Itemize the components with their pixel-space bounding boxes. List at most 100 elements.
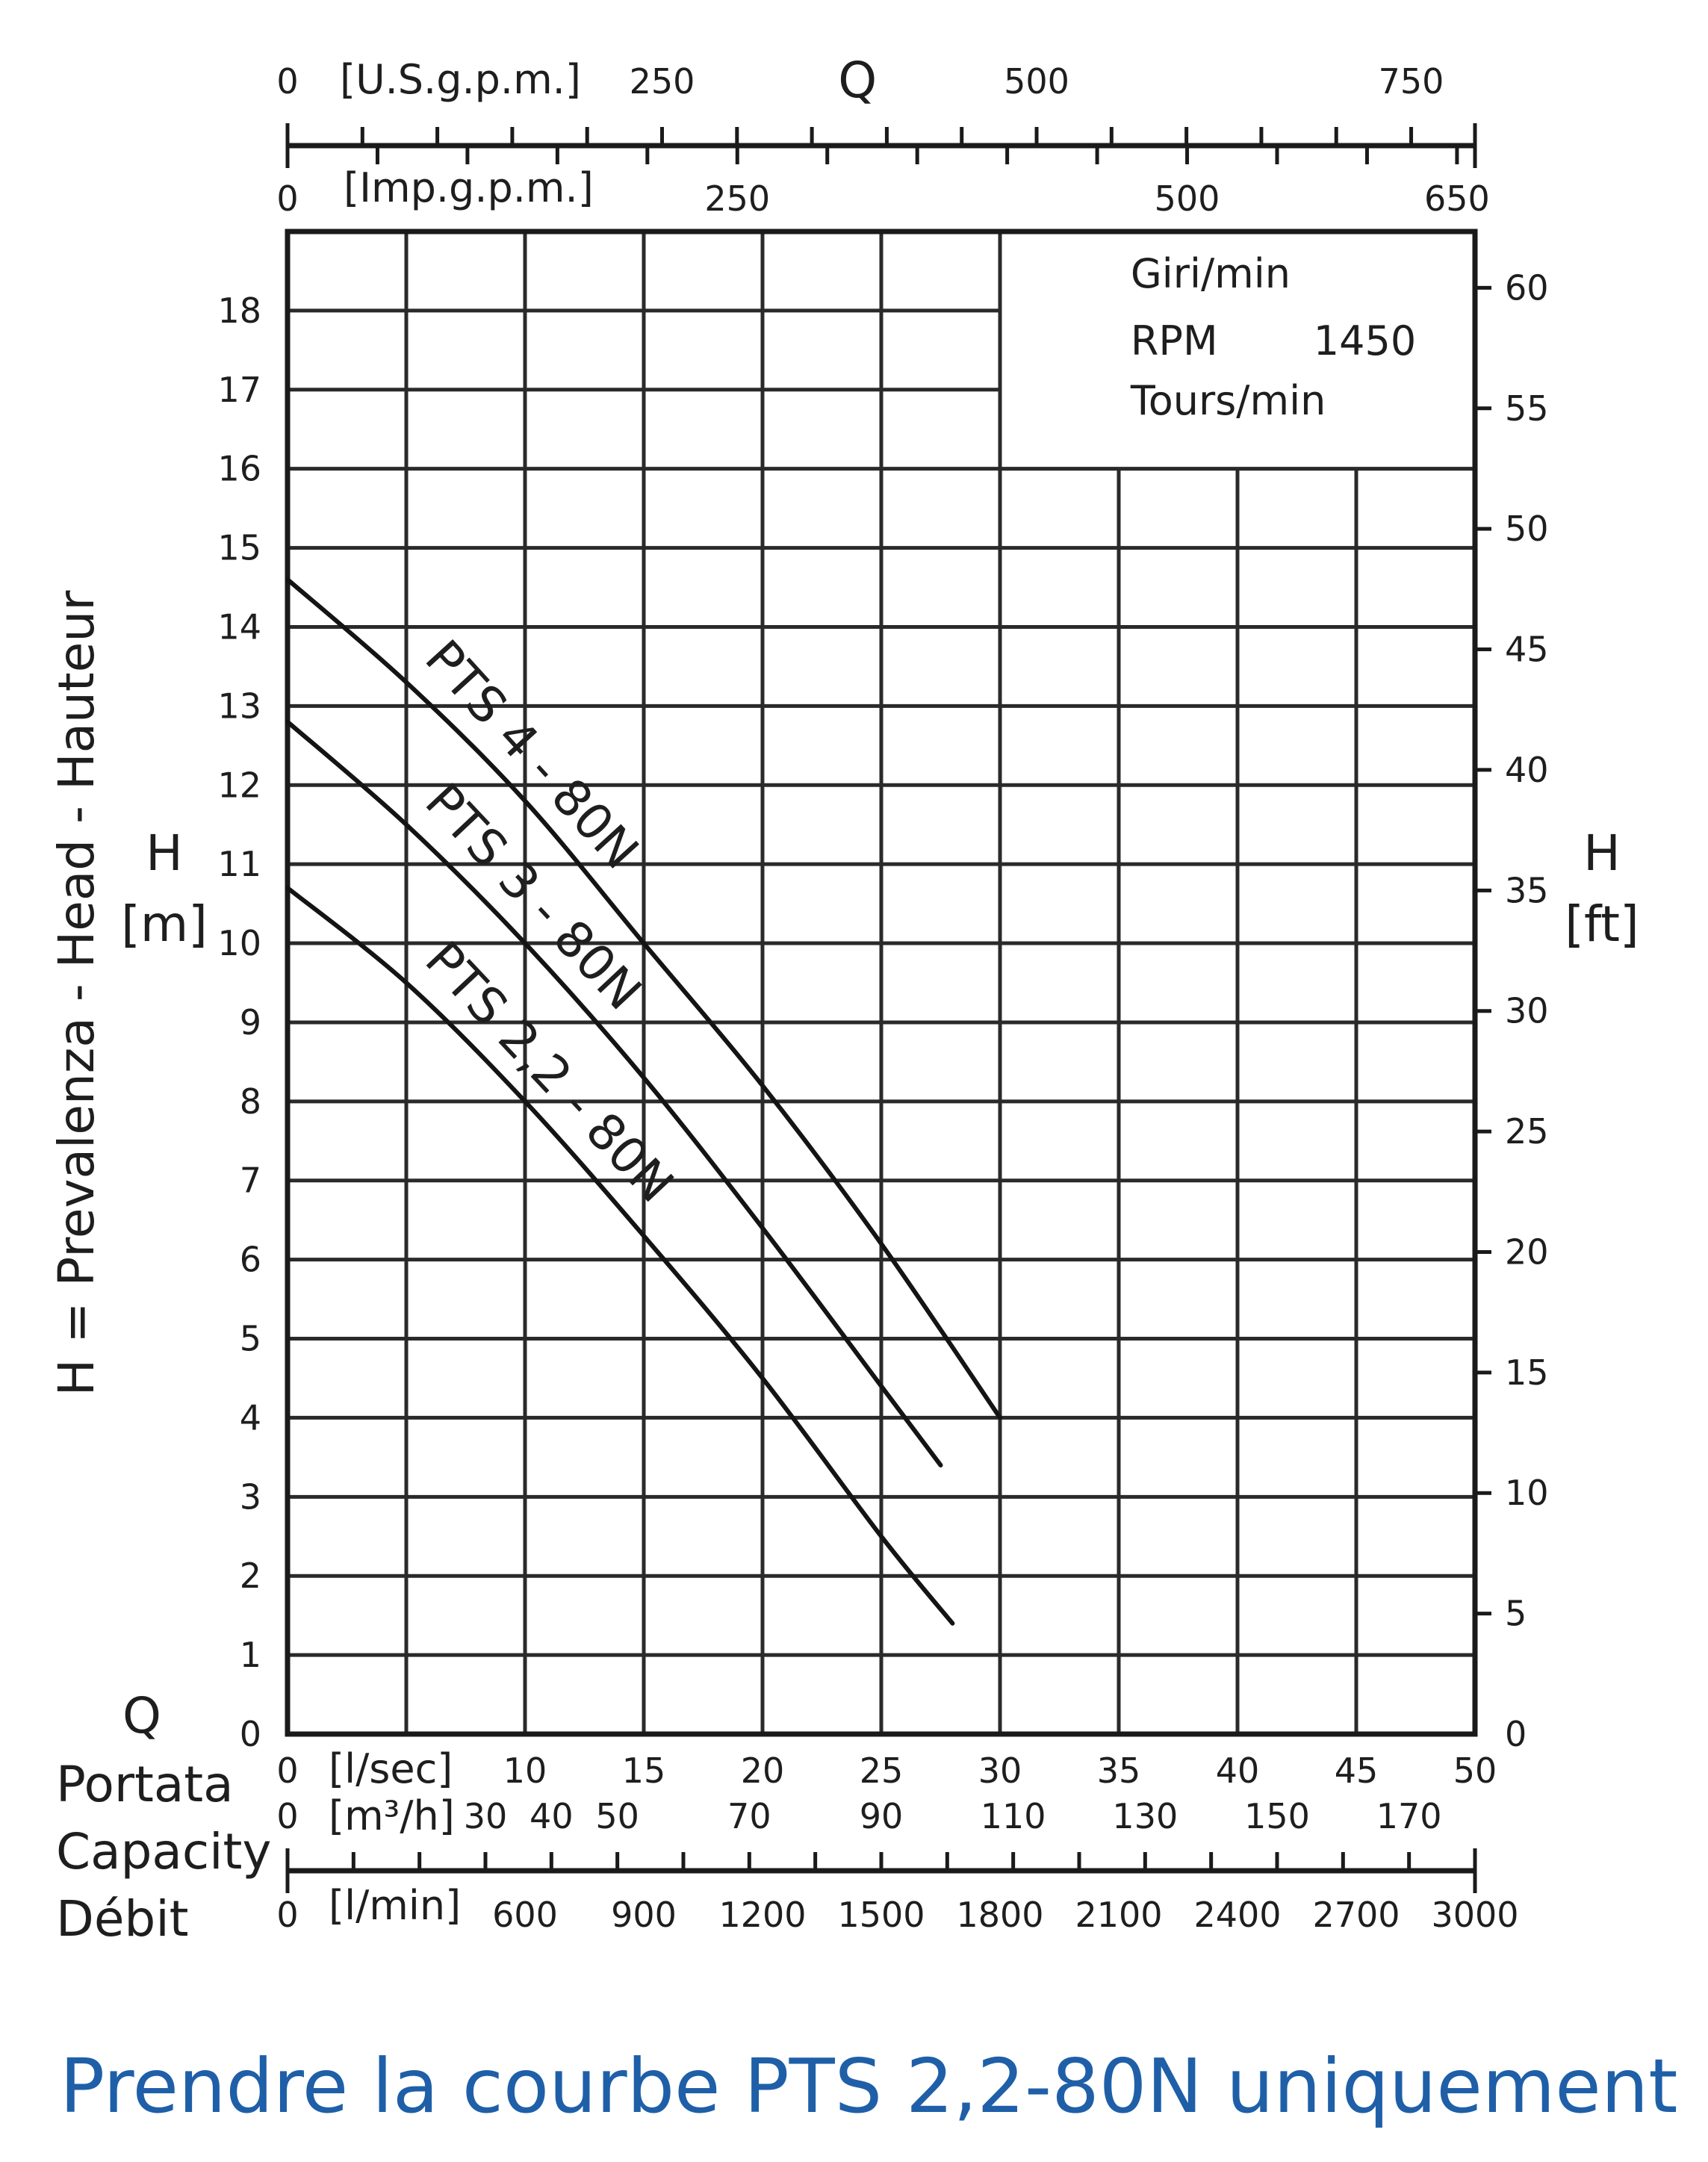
- bottom-lmin-unit: [l/min]: [329, 1882, 461, 1929]
- bottom-axes: 0 30 40 50 70 90 110 130 150 170 [m³/h] 0 600 900 1200…: [276, 1792, 1518, 1935]
- x-tick-label: 25: [860, 1751, 904, 1791]
- bottom-m3h-tick-label: 150: [1244, 1796, 1310, 1836]
- top-impgpm-tick-label: 0: [276, 178, 298, 219]
- y-tick-label: 4: [240, 1397, 261, 1438]
- y-tick-label: 18: [217, 291, 261, 331]
- top-impgpm-tick-label: 250: [704, 178, 770, 219]
- y-axis-right: 0 5 10 15 20 25 30 35 40 45 50 55 60: [1475, 267, 1549, 1754]
- y-tick-label: 11: [217, 844, 261, 884]
- y-tick-label: 12: [217, 765, 261, 805]
- y-right-tick-label: 50: [1505, 509, 1549, 549]
- x-axis-title-portata: Portata: [56, 1756, 234, 1813]
- bottom-m3h-tick-label: 170: [1376, 1796, 1442, 1836]
- y-right-tick-label: 60: [1505, 267, 1549, 308]
- bottom-m3h-tick-label: 90: [860, 1796, 904, 1836]
- bottom-lmin-tick-label: 0: [276, 1895, 298, 1935]
- curve-1: [285, 577, 1002, 1420]
- x-tick-label: 30: [978, 1751, 1022, 1791]
- top-axes: 0 250 500 750 [U.S.g.p.m.] 0 250 500 650 [Imp.g.p…: [276, 56, 1489, 219]
- bottom-m3h-tick-label: 70: [727, 1796, 771, 1836]
- bottom-lmin-tick-label: 900: [611, 1895, 677, 1935]
- y-right-tick-label: 0: [1505, 1714, 1527, 1754]
- y-right-tick-label: 20: [1505, 1231, 1549, 1272]
- y-left-symbol: H: [146, 824, 183, 882]
- bottom-lmin-tick-label: 3000: [1431, 1895, 1518, 1935]
- y-axis-title: H = Prevalenza - Head - Hauteur: [48, 590, 105, 1397]
- x-tick-label: 10: [503, 1751, 547, 1791]
- x-axis-title-debit: Débit: [56, 1890, 189, 1948]
- bottom-m3h-tick-label: 30: [464, 1796, 508, 1836]
- y-right-tick-label: 45: [1505, 630, 1549, 670]
- y-tick-label: 1: [240, 1635, 261, 1675]
- bottom-lmin-tick-label: 1500: [837, 1895, 925, 1935]
- y-tick-label: 0: [240, 1714, 261, 1754]
- top-impgpm-tick-label: 650: [1424, 178, 1490, 219]
- top-usgpm-unit: [U.S.g.p.m.]: [340, 56, 581, 103]
- y-tick-label: 13: [217, 686, 261, 726]
- y-right-tick-label: 5: [1505, 1594, 1527, 1634]
- caption: Prendre la courbe PTS 2,2-80N uniquement: [60, 2043, 1678, 2130]
- top-usgpm-tick-label: 500: [1004, 61, 1069, 102]
- legend-giri-label: Giri/min: [1131, 250, 1291, 297]
- x-unit-lsec: [l/sec]: [329, 1745, 453, 1792]
- x-tick-label: 20: [741, 1751, 785, 1791]
- y-right-tick-label: 40: [1505, 750, 1549, 790]
- bottom-lmin-tick-label: 1800: [956, 1895, 1043, 1935]
- top-usgpm-tick-label: 0: [276, 61, 298, 102]
- bottom-m3h-tick-label: 110: [981, 1796, 1046, 1836]
- y-right-tick-label: 55: [1505, 388, 1549, 429]
- y-right-tick-label: 35: [1505, 870, 1549, 910]
- legend-rpm-label: RPM: [1131, 317, 1218, 364]
- y-tick-label: 9: [240, 1002, 261, 1043]
- y-right-symbol: H: [1583, 824, 1621, 882]
- y-right-tick-label: 10: [1505, 1473, 1549, 1513]
- top-impgpm-tick-label: 500: [1155, 178, 1220, 219]
- top-axis-symbol: Q: [838, 52, 877, 109]
- x-tick-label: 50: [1453, 1751, 1497, 1791]
- y-tick-label: 10: [217, 923, 261, 963]
- x-tick-label: 0: [276, 1751, 298, 1791]
- y-tick-label: 14: [217, 606, 261, 647]
- y-tick-label: 8: [240, 1081, 261, 1122]
- legend-box: [1000, 234, 1473, 469]
- curve-3: [285, 885, 955, 1626]
- legend-tours-label: Tours/min: [1130, 377, 1326, 424]
- y-tick-label: 3: [240, 1476, 261, 1517]
- y-right-tick-label: 15: [1505, 1352, 1549, 1393]
- grid: [288, 232, 1475, 1734]
- x-axis-symbol: Q: [122, 1687, 161, 1745]
- bottom-m3h-tick-label: 0: [276, 1796, 298, 1836]
- y-left-unit: [m]: [121, 895, 208, 953]
- x-tick-label: 35: [1097, 1751, 1141, 1791]
- y-tick-label: 17: [217, 370, 261, 410]
- plot-frame: [285, 229, 1478, 1737]
- y-right-unit: [ft]: [1565, 895, 1639, 953]
- bottom-m3h-tick-label: 130: [1112, 1796, 1178, 1836]
- legend-box-text: Giri/min RPM 1450 Tours/min: [1130, 250, 1416, 424]
- legend-rpm-value: 1450: [1314, 317, 1416, 364]
- bottom-lmin-tick-label: 2700: [1312, 1895, 1400, 1935]
- x-tick-label: 15: [622, 1751, 666, 1791]
- y-right-tick-label: 25: [1505, 1111, 1549, 1152]
- bottom-m3h-unit: [m³/h]: [329, 1792, 455, 1839]
- x-tick-label: 45: [1335, 1751, 1379, 1791]
- top-usgpm-tick-label: 250: [630, 61, 695, 102]
- y-tick-label: 5: [240, 1319, 261, 1359]
- curve-2: [285, 719, 943, 1467]
- x-tick-label: 40: [1216, 1751, 1260, 1791]
- y-tick-label: 15: [217, 528, 261, 568]
- y-right-tick-label: 30: [1505, 991, 1549, 1031]
- top-impgpm-unit: [Imp.g.p.m.]: [344, 164, 594, 211]
- top-usgpm-tick-label: 750: [1379, 61, 1444, 102]
- x-axis-title-capacity: Capacity: [56, 1823, 271, 1880]
- x-axis-bottom: 0 10 15 20 25 30 35 40 45 50: [276, 1751, 1497, 1791]
- y-tick-label: 6: [240, 1240, 261, 1280]
- y-tick-label: 7: [240, 1161, 261, 1201]
- bottom-lmin-tick-label: 2400: [1193, 1895, 1281, 1935]
- y-tick-label: 2: [240, 1556, 261, 1596]
- bottom-lmin-tick-label: 2100: [1075, 1895, 1162, 1935]
- bottom-m3h-tick-label: 50: [595, 1796, 639, 1836]
- bottom-lmin-tick-label: 600: [492, 1895, 558, 1935]
